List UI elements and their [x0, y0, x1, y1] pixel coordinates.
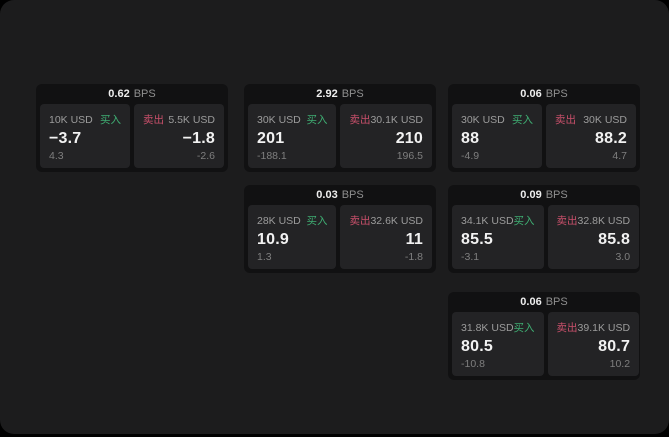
sell-price: −1.8	[182, 130, 215, 147]
sell-amount: 5.5K USD	[168, 114, 215, 126]
buy-panel[interactable]: 31.8K USD 买入 80.5 -10.8	[452, 312, 544, 376]
sell-side-label: 卖出	[556, 215, 578, 227]
buy-sub-value: 1.3	[257, 251, 272, 263]
bps-unit-label: BPS	[341, 189, 364, 201]
sell-amount: 30K USD	[583, 114, 627, 126]
sell-side-label: 卖出	[349, 215, 371, 227]
sell-amount: 39.1K USD	[577, 322, 631, 334]
buy-amount: 30K USD	[257, 114, 301, 126]
buy-side-label: 买入	[513, 322, 535, 334]
sell-amount: 32.6K USD	[370, 215, 423, 227]
sell-sub-value: -2.6	[196, 150, 215, 162]
bps-unit-label: BPS	[545, 88, 568, 100]
sell-panel[interactable]: 卖出 39.1K USD 80.7 10.2	[547, 312, 640, 376]
buy-sub-value: -188.1	[257, 150, 287, 162]
buy-price: 10.9	[257, 231, 289, 248]
sell-side-label: 卖出	[556, 322, 578, 334]
sell-panel[interactable]: 卖出 5.5K USD −1.8 -2.6	[134, 104, 224, 168]
quote-card: 0.06 BPS 30K USD 买入 88 -4.9 卖出 30K USD 88…	[448, 84, 640, 172]
quote-card: 0.06 BPS 31.8K USD 买入 80.5 -10.8 卖出 39.1K…	[448, 292, 640, 380]
buy-amount: 31.8K USD	[461, 322, 514, 334]
buy-panel[interactable]: 34.1K USD 买入 85.5 -3.1	[452, 205, 544, 269]
sell-price: 85.8	[598, 231, 631, 248]
sell-price: 11	[405, 231, 423, 248]
card-header: 0.62 BPS	[36, 84, 228, 104]
quote-panels: 34.1K USD 买入 85.5 -3.1 卖出 32.8K USD 85.8…	[448, 205, 640, 273]
sell-sub-value: 10.2	[609, 358, 631, 370]
sell-panel[interactable]: 卖出 30K USD 88.2 4.7	[546, 104, 636, 168]
quote-card: 0.09 BPS 34.1K USD 买入 85.5 -3.1 卖出 32.8K …	[448, 185, 640, 273]
quote-panels: 30K USD 买入 88 -4.9 卖出 30K USD 88.2 4.7	[448, 104, 640, 172]
quote-panels: 10K USD 买入 −3.7 4.3 卖出 5.5K USD −1.8 -2.…	[36, 104, 228, 172]
sell-panel[interactable]: 卖出 32.8K USD 85.8 3.0	[547, 205, 640, 269]
sell-sub-value: 4.7	[612, 150, 627, 162]
bps-value: 0.62	[108, 88, 130, 100]
sell-panel[interactable]: 卖出 32.6K USD 11 -1.8	[340, 205, 432, 269]
sell-sub-value: 196.5	[396, 150, 423, 162]
card-header: 0.03 BPS	[244, 185, 436, 205]
buy-amount: 30K USD	[461, 114, 505, 126]
bps-unit-label: BPS	[341, 88, 364, 100]
sell-price: 80.7	[598, 338, 631, 355]
sell-panel[interactable]: 卖出 30.1K USD 210 196.5	[340, 104, 432, 168]
buy-sub-value: -4.9	[461, 150, 480, 162]
bps-unit-label: BPS	[133, 88, 156, 100]
buy-price: 88	[461, 130, 480, 147]
buy-price: −3.7	[49, 130, 82, 147]
buy-side-label: 买入	[513, 215, 535, 227]
sell-side-label: 卖出	[143, 114, 164, 126]
bps-value: 0.03	[316, 189, 338, 201]
card-header: 2.92 BPS	[244, 84, 436, 104]
bps-unit-label: BPS	[545, 189, 568, 201]
quote-panels: 30K USD 买入 201 -188.1 卖出 30.1K USD 210 1…	[244, 104, 436, 172]
buy-sub-value: -3.1	[461, 251, 480, 263]
buy-sub-value: 4.3	[49, 150, 64, 162]
quote-card: 0.03 BPS 28K USD 买入 10.9 1.3 卖出 32.6K USD…	[244, 185, 436, 273]
buy-price: 201	[257, 130, 285, 147]
buy-price: 85.5	[461, 231, 493, 248]
bps-unit-label: BPS	[545, 296, 568, 308]
buy-amount: 28K USD	[257, 215, 301, 227]
sell-sub-value: -1.8	[404, 251, 423, 263]
buy-side-label: 买入	[512, 114, 533, 126]
quote-card: 0.62 BPS 10K USD 买入 −3.7 4.3 卖出 5.5K USD …	[36, 84, 228, 172]
buy-side-label: 买入	[306, 114, 328, 126]
buy-panel[interactable]: 30K USD 买入 201 -188.1	[248, 104, 337, 168]
quote-panels: 31.8K USD 买入 80.5 -10.8 卖出 39.1K USD 80.…	[448, 312, 640, 380]
card-header: 0.06 BPS	[448, 84, 640, 104]
bps-value: 2.92	[316, 88, 338, 100]
card-header: 0.06 BPS	[448, 292, 640, 312]
sell-amount: 32.8K USD	[577, 215, 631, 227]
buy-price: 80.5	[461, 338, 493, 355]
sell-amount: 30.1K USD	[370, 114, 423, 126]
card-header: 0.09 BPS	[448, 185, 640, 205]
quote-panels: 28K USD 买入 10.9 1.3 卖出 32.6K USD 11 -1.8	[244, 205, 436, 273]
buy-side-label: 买入	[306, 215, 328, 227]
bps-value: 0.06	[520, 88, 542, 100]
sell-side-label: 卖出	[555, 114, 576, 126]
quote-card: 2.92 BPS 30K USD 买入 201 -188.1 卖出 30.1K U…	[244, 84, 436, 172]
buy-amount: 10K USD	[49, 114, 93, 126]
buy-panel[interactable]: 10K USD 买入 −3.7 4.3	[40, 104, 130, 168]
buy-amount: 34.1K USD	[461, 215, 514, 227]
buy-sub-value: -10.8	[461, 358, 485, 370]
sell-sub-value: 3.0	[615, 251, 631, 263]
sell-price: 210	[395, 130, 423, 147]
bps-value: 0.06	[520, 296, 542, 308]
sell-side-label: 卖出	[349, 114, 371, 126]
buy-panel[interactable]: 30K USD 买入 88 -4.9	[452, 104, 542, 168]
buy-side-label: 买入	[100, 114, 121, 126]
buy-panel[interactable]: 28K USD 买入 10.9 1.3	[248, 205, 337, 269]
sell-price: 88.2	[595, 130, 627, 147]
bps-value: 0.09	[520, 189, 542, 201]
